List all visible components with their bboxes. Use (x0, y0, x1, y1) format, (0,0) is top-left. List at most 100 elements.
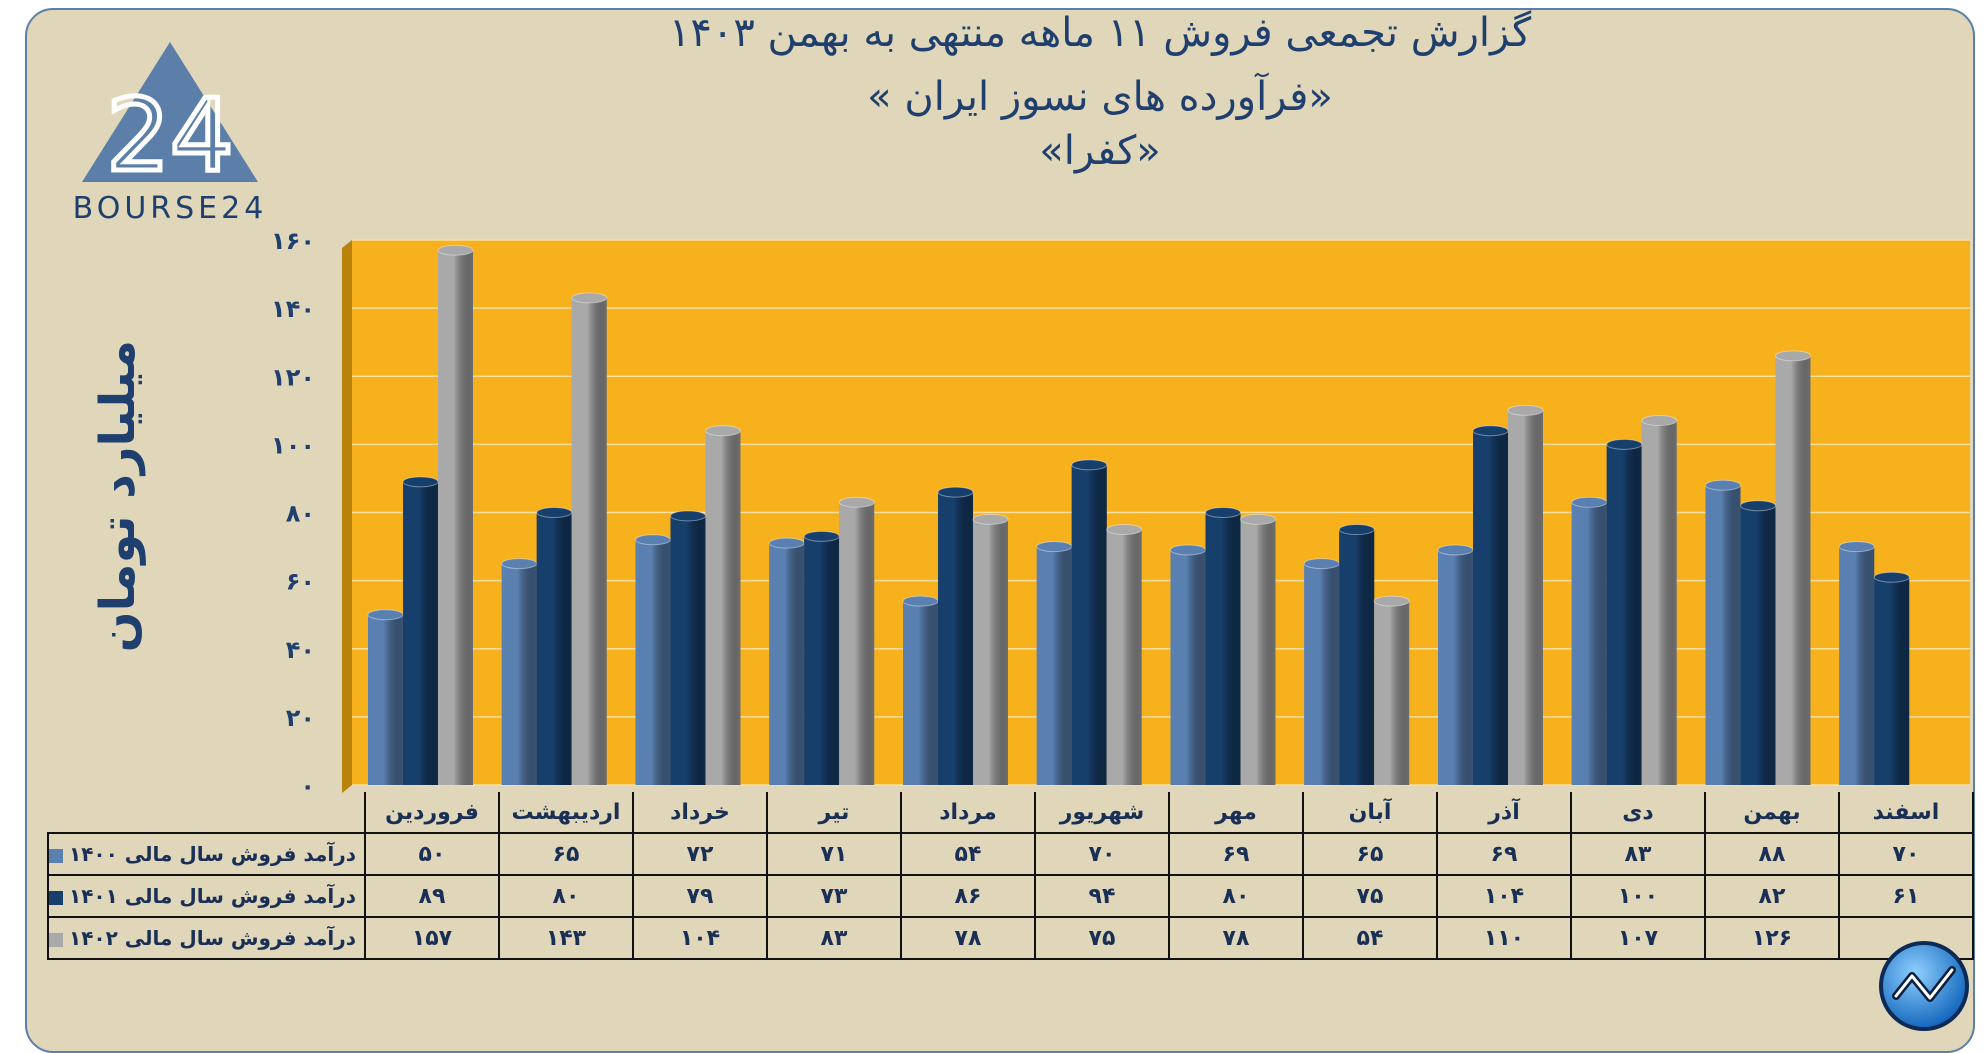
legend-label: درآمد فروش سال مالی ۱۴۰۰ (47, 832, 366, 876)
bar-shade (1641, 420, 1677, 785)
bar-top (1775, 350, 1811, 362)
bar-shade (1606, 444, 1642, 785)
bar-top (902, 595, 939, 607)
data-cell: ۱۴۳ (497, 916, 634, 960)
bar-shade (1775, 355, 1811, 785)
bar-top (1838, 541, 1875, 553)
bar-shade (1438, 549, 1473, 785)
table-corner (48, 792, 366, 833)
bar-shade (1205, 512, 1241, 785)
bar-top (437, 244, 474, 256)
legend-swatch (49, 890, 63, 905)
bar-shade (938, 492, 973, 785)
bar-shade (438, 250, 473, 785)
data-cell: ۵۴ (1301, 916, 1438, 960)
month-header: مهر (1167, 792, 1304, 834)
bar-shade (403, 481, 438, 785)
bar-top (1705, 479, 1741, 491)
bar-top (402, 476, 439, 488)
data-cell: ۵۴ (899, 832, 1036, 876)
table-row: درآمد فروش سال مالی ۱۴۰۰ ۵۰ ۶۵ ۷۲ ۷۱ ۵۴ ۷۰ ۶۹ ۶۵… (47, 832, 1974, 876)
bar-top (1240, 513, 1276, 525)
month-header: فروردین (363, 792, 500, 834)
legend-label: درآمد فروش سال مالی ۱۴۰۱ (47, 874, 366, 918)
bar-top (1437, 544, 1474, 556)
data-cell: ۷۹ (631, 874, 768, 918)
logo-text: BOURSE24 (73, 191, 268, 226)
bar-shade (1839, 546, 1875, 785)
legend-text: درآمد فروش سال مالی ۱۴۰۰ (69, 842, 356, 866)
bar-top (1373, 595, 1410, 607)
legend-text: درآمد فروش سال مالی ۱۴۰۲ (69, 926, 356, 950)
table-row: درآمد فروش سال مالی ۱۴۰۲ ۱۵۷ ۱۴۳ ۱۰۴ ۸۳ ۷۸ ۷۵ ۷… (47, 916, 1974, 960)
bar-shade (1106, 529, 1142, 785)
chart-title: گزارش تجمعی فروش ۱۱ ماهه منتهی به بهمن ۱… (668, 10, 1532, 56)
data-cell: ۷۱ (765, 832, 902, 876)
y-tick-label: ۱۴۰ (271, 295, 315, 323)
bar-top (1873, 571, 1910, 583)
bar-top (1641, 415, 1678, 427)
bar-shade (1473, 430, 1508, 785)
data-cell: ۱۱۰ (1435, 916, 1572, 960)
bar-shade (804, 536, 840, 785)
data-cell: ۸۹ (363, 874, 500, 918)
y-tick-label: ۸۰ (286, 500, 315, 528)
bar-shade (1740, 505, 1776, 785)
bar-shade (1036, 546, 1072, 785)
chart-subtitle-ticker: «کفرا» (1039, 128, 1161, 174)
legend-text: درآمد فروش سال مالی ۱۴۰۱ (69, 884, 356, 908)
y-tick-label: ۲۰ (286, 704, 315, 732)
bar-top (705, 425, 741, 437)
month-header: اسفند (1837, 792, 1974, 834)
bar-shade (1304, 563, 1340, 785)
data-cell: ۷۲ (631, 832, 768, 876)
data-table: فروردین اردیبهشت خرداد تیر مرداد شهریور مهر آبا… (47, 792, 1974, 960)
data-cell: ۶۵ (1301, 832, 1438, 876)
bar-top (937, 486, 974, 498)
plot-side-wall (342, 240, 352, 793)
bar-shade (973, 519, 1008, 785)
data-cell: ۱۰۰ (1569, 874, 1706, 918)
data-cell: ۷۸ (899, 916, 1036, 960)
bar-top (1507, 404, 1544, 416)
data-cell: ۱۰۴ (631, 916, 768, 960)
bar-shade (536, 512, 572, 785)
bar-top (571, 292, 608, 304)
data-cell: ۸۳ (765, 916, 902, 960)
month-header: خرداد (631, 792, 768, 834)
bar-top (367, 609, 404, 621)
bar-top (1036, 541, 1073, 553)
chart-trend-circle-icon[interactable] (1878, 940, 1970, 1032)
bar-shade (571, 297, 607, 785)
bar-shade (1571, 502, 1607, 785)
data-cell: ۹۴ (1033, 874, 1170, 918)
bar-top (1472, 425, 1509, 437)
month-header: آبان (1301, 792, 1438, 834)
data-cell: ۸۰ (1167, 874, 1304, 918)
bourse24-triangle-logo-icon: 24 BOURSE24 (73, 42, 268, 226)
bar-shade (368, 614, 403, 785)
data-cell: ۸۲ (1703, 874, 1840, 918)
bar-shade (1170, 549, 1206, 785)
data-cell: ۷۸ (1167, 916, 1304, 960)
month-header: دی (1569, 792, 1706, 834)
data-cell: ۱۲۶ (1703, 916, 1840, 960)
bar-top (1071, 459, 1108, 471)
bar-top (838, 496, 875, 508)
data-cell: ۶۹ (1435, 832, 1572, 876)
data-cell: ۱۰۷ (1569, 916, 1706, 960)
bar-shade (1071, 464, 1107, 785)
bar-shade (1339, 529, 1375, 785)
bar-top (536, 507, 573, 518)
bar-top (501, 558, 538, 570)
month-header: مرداد (899, 792, 1036, 834)
data-cell: ۷۰ (1033, 832, 1170, 876)
month-header: تیر (765, 792, 902, 834)
data-cell: ۷۰ (1837, 832, 1974, 876)
bar-shade (1240, 519, 1276, 785)
data-cell: ۷۵ (1033, 916, 1170, 960)
data-cell: ۸۶ (899, 874, 1036, 918)
bar-shade (769, 543, 805, 785)
bar-top (670, 510, 706, 522)
